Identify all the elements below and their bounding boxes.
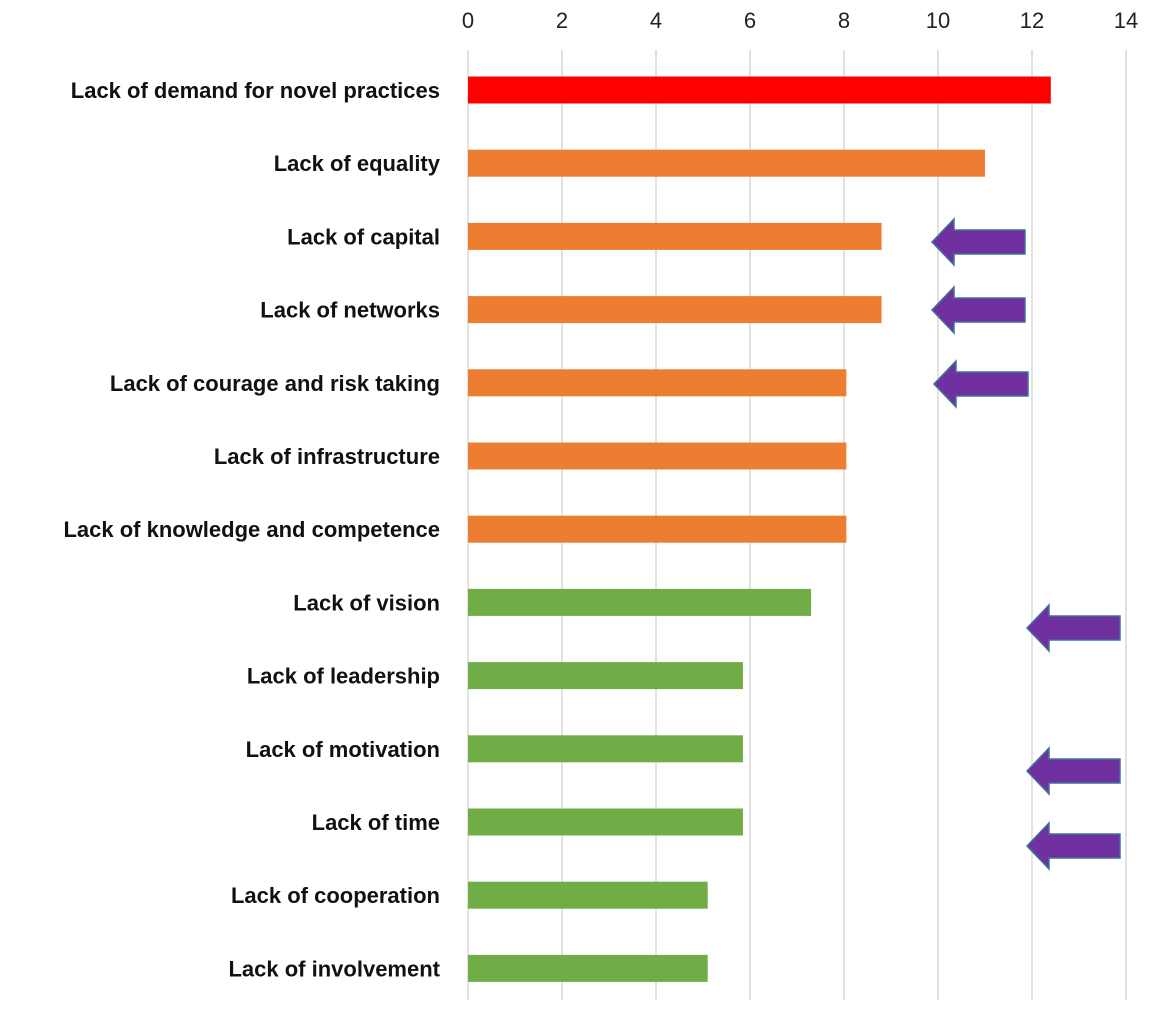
category-label: Lack of knowledge and competence: [63, 517, 440, 542]
bar: [468, 954, 708, 982]
left-arrow-icon: [932, 359, 1029, 409]
bar: [468, 76, 1051, 104]
category-label: Lack of networks: [260, 298, 440, 323]
bar: [468, 369, 847, 397]
category-label: Lack of courage and risk taking: [110, 371, 440, 396]
bar: [468, 881, 708, 909]
x-tick-label: 0: [462, 8, 474, 33]
annotation-arrows: [930, 217, 1121, 871]
bar: [468, 735, 743, 763]
x-tick-label: 8: [838, 8, 850, 33]
bar: [468, 149, 985, 177]
left-arrow-icon: [930, 285, 1026, 335]
category-label: Lack of vision: [293, 590, 440, 615]
category-label: Lack of time: [312, 810, 440, 835]
category-label: Lack of infrastructure: [214, 444, 440, 469]
bar: [468, 515, 847, 543]
bars: [468, 76, 1051, 982]
category-label: Lack of cooperation: [231, 883, 440, 908]
category-label: Lack of leadership: [247, 664, 440, 689]
x-tick-label: 2: [556, 8, 568, 33]
category-label: Lack of capital: [287, 224, 440, 249]
x-tick-labels: 0 2 4 6 8 10 12 14: [462, 8, 1138, 33]
bar: [468, 662, 743, 690]
category-label: Lack of motivation: [246, 737, 440, 762]
category-label: Lack of involvement: [228, 956, 440, 981]
bar: [468, 296, 882, 324]
left-arrow-icon: [1025, 603, 1121, 653]
left-arrow-icon: [1025, 821, 1121, 871]
bar: [468, 808, 743, 836]
bar: [468, 222, 882, 250]
bar: [468, 588, 812, 616]
bar: [468, 442, 847, 470]
x-tick-label: 12: [1020, 8, 1044, 33]
x-tick-label: 10: [926, 8, 950, 33]
category-labels: Lack of demand for novel practices Lack o…: [63, 78, 440, 981]
x-tick-label: 4: [650, 8, 662, 33]
x-tick-label: 6: [744, 8, 756, 33]
left-arrow-icon: [1025, 746, 1121, 796]
category-label: Lack of demand for novel practices: [71, 78, 440, 103]
x-tick-label: 14: [1114, 8, 1138, 33]
left-arrow-icon: [930, 217, 1026, 267]
category-label: Lack of equality: [274, 151, 441, 176]
